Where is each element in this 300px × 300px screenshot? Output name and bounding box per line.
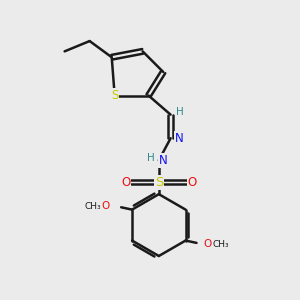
Text: N: N [159, 154, 168, 167]
Text: CH₃: CH₃ [212, 240, 229, 249]
Text: S: S [111, 89, 118, 102]
Text: O: O [188, 176, 197, 189]
Text: H: H [176, 107, 184, 117]
Text: O: O [121, 176, 130, 189]
Text: O: O [203, 239, 211, 249]
Text: H: H [147, 153, 154, 163]
Text: CH₃: CH₃ [85, 202, 101, 211]
Text: S: S [154, 176, 163, 189]
Text: N: N [175, 132, 183, 145]
Text: O: O [101, 201, 110, 211]
